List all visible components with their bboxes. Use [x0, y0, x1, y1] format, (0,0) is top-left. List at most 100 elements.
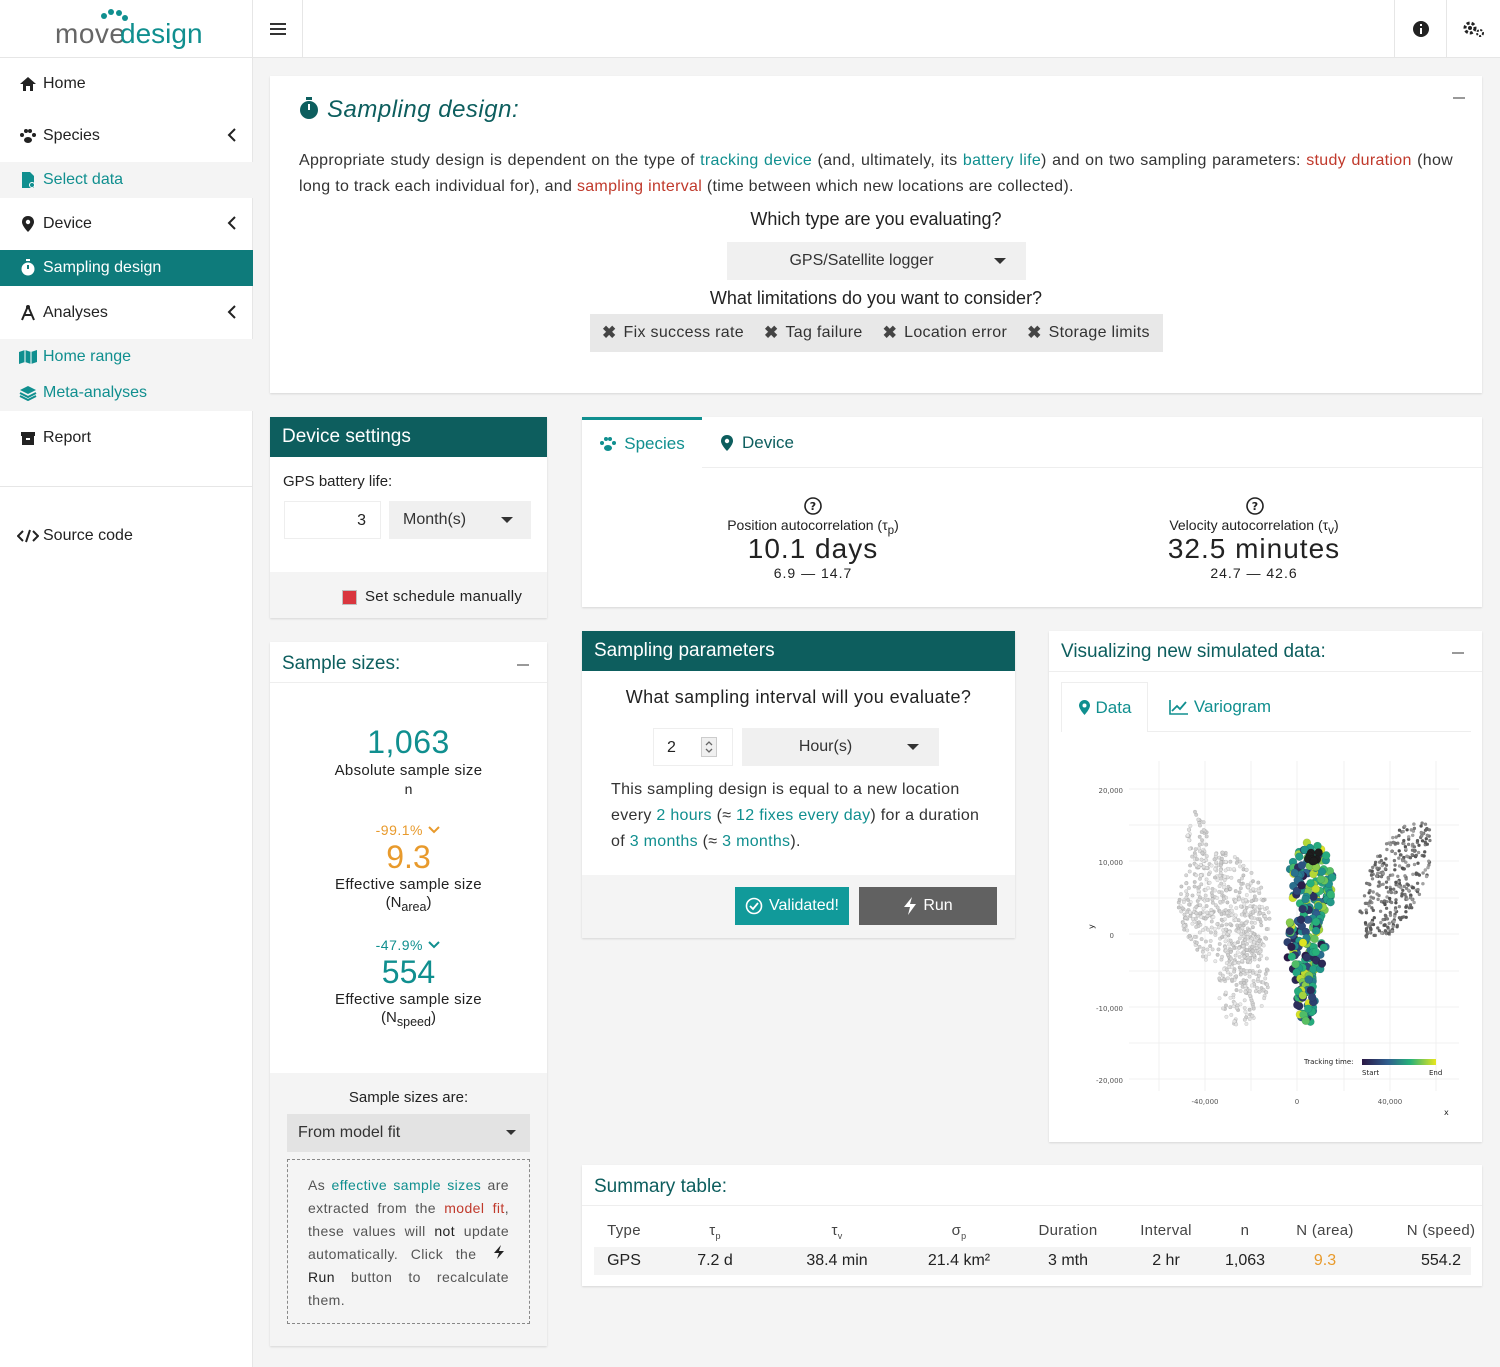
info-button[interactable] [1394, 0, 1446, 58]
desc-text: (≈ [711, 807, 737, 824]
tab-species[interactable]: Species [582, 417, 702, 468]
settings-button[interactable] [1446, 0, 1500, 58]
track-point [1310, 934, 1319, 944]
track-point [1184, 881, 1189, 886]
track-point [1205, 897, 1210, 902]
sample-sizes-card: Sample sizes: 1,063 Absolute sample size… [270, 642, 547, 1346]
battery-life-keyword: battery life [962, 152, 1042, 169]
battery-life-input[interactable]: 3 [284, 501, 381, 539]
fix-success-rate-toggle[interactable]: ✖ Fix success rate [602, 323, 744, 343]
track-point [1228, 886, 1233, 891]
track-point [1379, 920, 1383, 925]
track-point [1408, 855, 1413, 860]
sidebar-item-report[interactable]: Report [0, 420, 253, 456]
sidebar-toggle-button[interactable] [253, 0, 303, 58]
track-point [1386, 875, 1390, 880]
table-cell: 7.2 d [697, 1252, 733, 1269]
tab-device[interactable]: Device [702, 417, 812, 468]
track-point [1241, 873, 1246, 878]
note-text: As [308, 1177, 332, 1193]
track-point [1264, 956, 1269, 961]
battery-unit-select[interactable]: Month(s) [389, 501, 531, 539]
sidebar-item-sampling-design[interactable]: Sampling design [0, 250, 253, 286]
storage-limits-toggle[interactable]: ✖ Storage limits [1027, 323, 1150, 343]
track-point [1406, 863, 1411, 868]
track-point [1395, 925, 1399, 929]
track-point [1390, 929, 1394, 933]
stepper-arrows-icon [705, 741, 713, 753]
track-point [1307, 993, 1317, 1002]
track-point [1416, 850, 1421, 855]
track-point [1223, 927, 1228, 932]
tag-failure-toggle[interactable]: ✖ Tag failure [764, 323, 863, 343]
logo-text-move: move [55, 18, 126, 49]
track-point [1245, 931, 1250, 936]
caret-down-icon [506, 1130, 516, 1135]
track-point [1287, 952, 1297, 961]
area-sample-size-symbol: (Narea) [385, 894, 432, 914]
device-type-select[interactable]: GPS/Satellite logger [727, 242, 1026, 280]
interval-input[interactable]: 2 [653, 728, 733, 766]
track-point [1366, 924, 1371, 928]
track-point [1245, 941, 1249, 946]
interval-stepper[interactable] [701, 737, 717, 757]
track-point [1248, 993, 1253, 998]
track-point [1263, 976, 1268, 981]
track-point [1247, 988, 1252, 993]
sample-sizes-source-select[interactable]: From model fit [287, 1114, 530, 1152]
track-point [1218, 867, 1223, 872]
header-subscript: p [961, 1231, 967, 1241]
track-point [1205, 910, 1210, 915]
sidebar-item-label: Device [43, 215, 92, 232]
run-button[interactable]: Run [859, 887, 997, 925]
track-point [1306, 986, 1315, 995]
sidebar-item-device[interactable]: Device [0, 206, 253, 242]
track-point [1364, 926, 1369, 931]
track-point [1256, 888, 1261, 893]
sidebar-item-home-range[interactable]: Home range [0, 339, 253, 375]
track-point [1234, 1022, 1239, 1027]
change-text: -99.1% [375, 822, 423, 838]
battery-unit-value: Month(s) [403, 511, 467, 528]
schedule-checkbox[interactable] [342, 590, 357, 605]
sampling-interval-keyword: sampling interval [576, 178, 703, 195]
sidebar-item-source-code[interactable]: Source code [0, 518, 253, 554]
bolt-icon [494, 1245, 504, 1259]
sidebar-item-meta-analyses[interactable]: Meta-analyses [0, 375, 253, 411]
card-divider [1049, 671, 1482, 672]
track-point [1301, 1016, 1310, 1025]
track-point [1222, 911, 1227, 916]
sidebar-item-label: Meta-analyses [43, 384, 148, 401]
track-point [1213, 930, 1218, 935]
track-point [1187, 838, 1192, 843]
track-point [1263, 971, 1268, 976]
sidebar-item-home[interactable]: Home [0, 66, 253, 102]
track-point [1219, 890, 1224, 895]
collapse-icon[interactable] [1453, 97, 1465, 99]
location-error-toggle[interactable]: ✖ Location error [883, 323, 1007, 343]
interval-unit-select[interactable]: Hour(s) [742, 728, 939, 766]
sidebar-item-select-data[interactable]: Select data [0, 162, 253, 198]
tab-label: Data [1095, 697, 1132, 717]
track-point [1402, 884, 1407, 889]
area-sample-size-value: 9.3 [386, 839, 431, 875]
collapse-icon[interactable] [1452, 652, 1464, 654]
tab-variogram[interactable]: Variogram [1155, 682, 1285, 732]
sidebar-item-analyses[interactable]: Analyses [0, 295, 253, 331]
track-point [1206, 886, 1211, 891]
track-point [1204, 842, 1209, 847]
question-icon[interactable]: ? [804, 497, 822, 515]
validated-button[interactable]: Validated! [735, 887, 849, 925]
app-logo[interactable]: move design [0, 0, 253, 58]
sidebar-item-species[interactable]: Species [0, 118, 253, 154]
collapse-icon[interactable] [517, 664, 529, 666]
tab-divider [1061, 731, 1471, 732]
track-point [1201, 865, 1206, 870]
track-point [1378, 854, 1382, 858]
track-point [1187, 902, 1192, 907]
track-point [1229, 913, 1234, 917]
column-header: Type [564, 1222, 684, 1241]
track-point [1232, 941, 1237, 946]
question-icon[interactable]: ? [1246, 497, 1264, 515]
tab-data[interactable]: Data [1061, 682, 1148, 732]
